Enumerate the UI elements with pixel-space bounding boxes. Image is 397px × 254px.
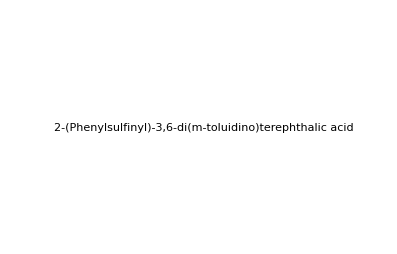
Text: 2-(Phenylsulfinyl)-3,6-di(m-toluidino)terephthalic acid: 2-(Phenylsulfinyl)-3,6-di(m-toluidino)te…: [54, 123, 353, 133]
